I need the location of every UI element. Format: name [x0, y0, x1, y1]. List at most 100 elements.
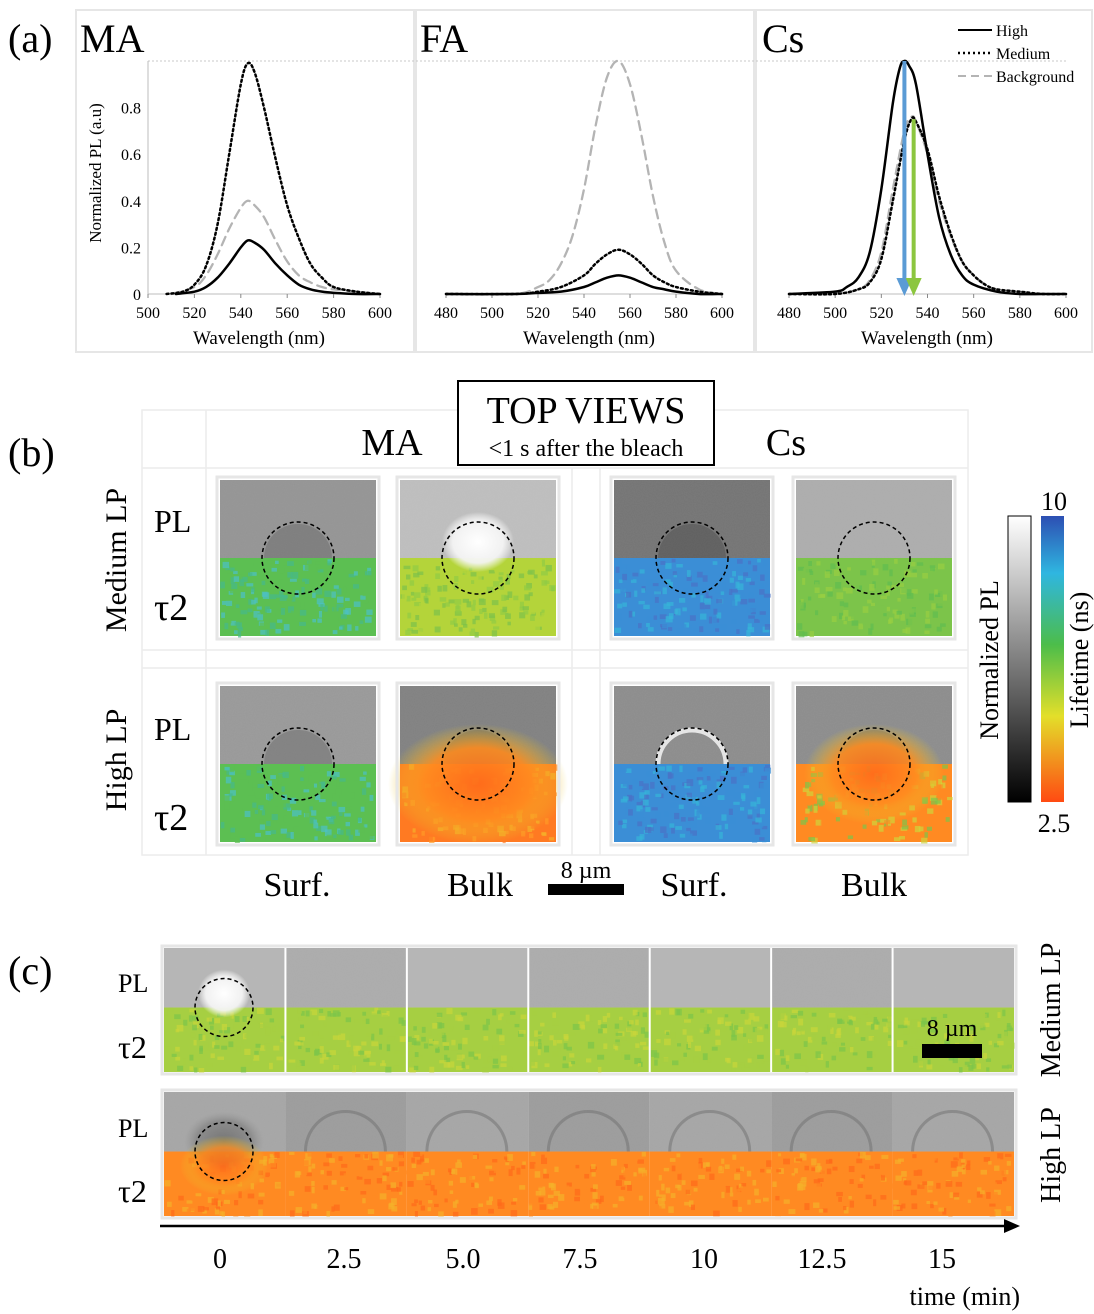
speckle — [337, 830, 344, 835]
speckle — [617, 765, 622, 772]
speckle — [234, 621, 240, 626]
speckle — [310, 1009, 318, 1016]
speckle — [980, 1190, 985, 1195]
speckle — [948, 1057, 955, 1061]
tile-pl-noise — [614, 686, 770, 764]
speckle — [423, 595, 428, 600]
speckle — [993, 1192, 998, 1199]
speckle — [736, 559, 743, 564]
speckle — [788, 1209, 796, 1215]
speckle — [499, 578, 503, 583]
speckle — [994, 1165, 1000, 1171]
speckle — [642, 799, 649, 806]
speckle — [316, 567, 320, 571]
speckle — [315, 561, 321, 565]
speckle — [627, 586, 635, 590]
speckle — [423, 1180, 431, 1184]
speckle — [656, 1189, 660, 1197]
speckle — [646, 771, 651, 777]
speckle — [917, 1184, 925, 1189]
tiles-b — [215, 475, 957, 847]
speckle — [868, 1035, 875, 1041]
speckle — [1006, 1206, 1012, 1212]
speckle — [253, 611, 260, 618]
speckle — [752, 1179, 757, 1186]
strips-c — [160, 944, 1018, 1220]
chart-title-cs: Cs — [762, 16, 804, 61]
speckle — [620, 798, 628, 803]
speckle — [754, 791, 762, 799]
speckle — [361, 1041, 367, 1046]
speckle — [625, 768, 632, 774]
x-tick-label: 560 — [275, 305, 299, 322]
speckle — [676, 1169, 682, 1175]
speckle — [428, 1038, 433, 1044]
speckle — [640, 1027, 645, 1034]
speckle — [903, 1040, 908, 1045]
speckle — [394, 1050, 402, 1055]
speckle — [541, 612, 546, 620]
speckle — [369, 1189, 376, 1196]
speckle — [233, 576, 240, 582]
speckle — [224, 800, 231, 805]
speckle — [254, 590, 258, 595]
speckle — [544, 1063, 550, 1068]
speckle — [336, 780, 340, 787]
speckle — [905, 558, 912, 564]
speckle — [853, 571, 859, 579]
speckle — [614, 1026, 618, 1032]
speckle — [839, 601, 845, 607]
speckle — [836, 564, 841, 571]
speckle — [333, 605, 337, 612]
speckle — [702, 768, 709, 775]
speckle — [470, 572, 477, 577]
speckle — [306, 1172, 312, 1177]
speckle — [498, 1014, 502, 1021]
speckle — [348, 1040, 352, 1045]
speckle — [301, 790, 307, 796]
speckle — [902, 628, 908, 633]
speckle — [753, 803, 758, 811]
speckle — [272, 1166, 277, 1173]
speckle — [354, 1154, 361, 1158]
speckle — [880, 1174, 885, 1181]
speckle — [977, 1187, 982, 1191]
speckle — [622, 781, 629, 787]
speckle — [422, 1171, 429, 1176]
row-label-medium: Medium LP — [100, 488, 133, 632]
speckle — [917, 1169, 923, 1176]
speckle — [662, 624, 669, 629]
speckle — [230, 832, 235, 839]
speckle — [760, 1168, 765, 1173]
speckle — [862, 621, 866, 625]
speckle — [926, 1064, 933, 1070]
speckle — [242, 1013, 247, 1019]
speckle — [669, 581, 673, 589]
speckle — [821, 621, 825, 627]
speckle — [290, 610, 295, 615]
x-tick-label: 540 — [572, 305, 596, 322]
speckle — [295, 1032, 299, 1037]
speckle — [704, 602, 711, 610]
speckle — [744, 1152, 750, 1160]
speckle — [171, 1210, 175, 1217]
top-views-title: TOP VIEWS — [487, 390, 686, 432]
speckle — [299, 621, 306, 626]
speckle — [937, 1042, 944, 1046]
speckle — [721, 772, 725, 777]
speckle — [456, 1054, 464, 1061]
tile-r1-c0 — [215, 681, 381, 847]
speckle — [754, 618, 760, 623]
speckle — [455, 1199, 459, 1204]
speckle — [736, 629, 740, 635]
speckle — [366, 792, 372, 797]
speckle — [873, 1019, 879, 1025]
speckle — [927, 1059, 931, 1066]
speckle — [549, 1206, 555, 1210]
speckle — [886, 606, 890, 612]
speckle — [386, 1184, 392, 1190]
speckle — [581, 1025, 586, 1030]
speckle — [364, 1178, 371, 1185]
speckle — [796, 1031, 801, 1036]
col-group-cs: Cs — [766, 422, 806, 464]
